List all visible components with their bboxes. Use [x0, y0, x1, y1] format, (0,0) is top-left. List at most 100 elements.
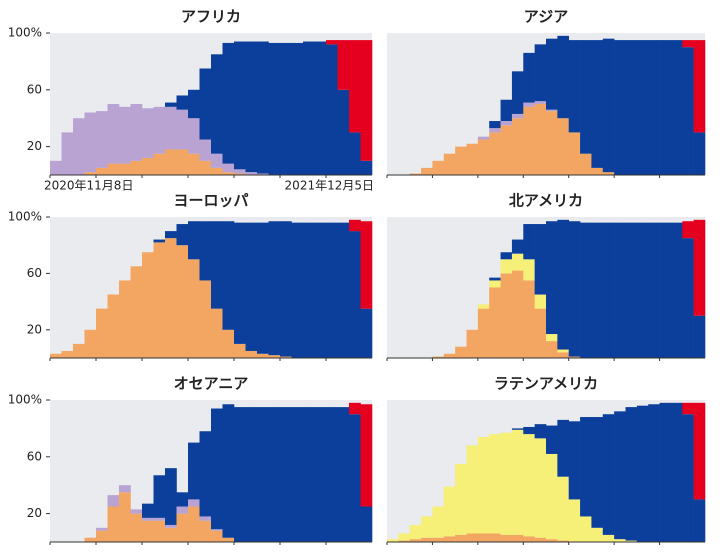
bar-segment	[455, 346, 467, 358]
bar-segment	[534, 101, 547, 104]
bar-segment	[222, 172, 235, 175]
bar-segment	[682, 414, 694, 542]
bar-segment	[119, 492, 131, 542]
bar-segment	[602, 38, 615, 173]
bar-segment	[326, 222, 338, 358]
bar-segment	[511, 534, 524, 542]
bar-segment	[523, 536, 535, 542]
bar-segment	[682, 402, 694, 415]
bar-segment	[199, 516, 212, 521]
bar-segment	[534, 294, 547, 309]
bar-segment	[580, 222, 592, 358]
bar-segment	[107, 163, 120, 175]
bar-segment	[500, 125, 513, 175]
bar-segment	[84, 329, 97, 358]
chart-title: 北アメリカ	[509, 192, 583, 210]
bar-segment	[557, 352, 570, 358]
bar-segment	[50, 353, 62, 358]
bar-segment	[489, 280, 501, 288]
bar-segment	[568, 221, 581, 357]
bar-segment	[165, 238, 177, 358]
bar-segment	[670, 402, 683, 542]
bar-segment	[142, 503, 154, 518]
bar-segment	[349, 402, 361, 415]
y-tick-label: 20	[27, 506, 42, 520]
bar-segment	[326, 40, 338, 45]
bar-segment	[602, 414, 615, 535]
bar-segment	[349, 219, 361, 232]
bar-segment	[546, 453, 558, 540]
bar-segment	[534, 537, 547, 542]
bar-segment	[257, 41, 269, 174]
bar-segment	[188, 89, 200, 119]
bar-segment	[165, 524, 177, 528]
bar-segment	[211, 54, 223, 154]
bar-segment	[557, 419, 570, 477]
chart-title: ラテンアメリカ	[494, 375, 598, 393]
bar-segment	[443, 486, 456, 537]
bar-segment	[211, 529, 223, 531]
bar-segment	[489, 132, 501, 175]
bar-segment	[176, 109, 189, 150]
bar-segment	[546, 38, 558, 110]
bar-segment	[523, 426, 535, 435]
bar-segment	[360, 506, 373, 542]
bar-segment	[511, 71, 524, 114]
bar-segment	[188, 118, 200, 154]
bar-segment	[188, 506, 200, 542]
bar-segment	[337, 40, 350, 90]
chart-title: アジア	[524, 8, 568, 26]
bar-segment	[199, 160, 212, 175]
bar-segment	[234, 407, 246, 542]
bar-segment	[349, 40, 361, 133]
bar-segment	[268, 355, 281, 358]
bar-segment	[337, 407, 350, 542]
bar-segment	[489, 128, 501, 133]
bar-segment	[466, 329, 479, 358]
bar-segment	[360, 308, 373, 358]
bar-segment	[636, 222, 649, 358]
bar-segment	[245, 172, 258, 175]
bar-segment	[602, 534, 615, 542]
bar-segment	[500, 432, 513, 535]
bar-segment	[421, 167, 433, 175]
bar-segment	[500, 259, 513, 274]
bar-segment	[119, 280, 131, 358]
bar-segment	[96, 167, 108, 175]
bar-segment	[211, 308, 223, 358]
bar-segment	[337, 222, 350, 358]
bar-segment	[432, 160, 445, 175]
bar-segment	[636, 405, 649, 542]
bar-segment	[409, 539, 422, 542]
bar-segment	[153, 106, 166, 154]
bar-segment	[489, 287, 501, 358]
bar-segment	[477, 136, 490, 140]
bar-segment	[625, 407, 638, 541]
bar-segment	[303, 41, 315, 175]
bar-segment	[360, 221, 373, 309]
bar-segment	[557, 219, 570, 350]
bar-segment	[534, 438, 547, 538]
bar-segment	[534, 224, 547, 295]
bar-segment	[142, 520, 154, 542]
bar-segment	[107, 506, 120, 542]
bar-segment	[421, 537, 433, 542]
bar-segment	[165, 468, 177, 525]
bar-segment	[466, 143, 479, 175]
bar-segment	[500, 252, 513, 260]
bar-segment	[500, 121, 513, 126]
bar-segment	[176, 149, 189, 175]
bar-segment	[580, 153, 592, 175]
bar-segment	[73, 118, 85, 175]
bar-segment	[176, 513, 189, 542]
bar-segment	[314, 407, 327, 542]
bar-segment	[693, 219, 706, 316]
chart-title: オセアニア	[174, 375, 249, 393]
bar-segment	[591, 40, 604, 168]
bar-segment	[432, 356, 445, 358]
bar-segment	[84, 112, 97, 173]
bar-segment	[107, 495, 120, 507]
bar-segment	[165, 106, 177, 150]
bar-segment	[432, 506, 445, 538]
bar-segment	[455, 463, 467, 535]
